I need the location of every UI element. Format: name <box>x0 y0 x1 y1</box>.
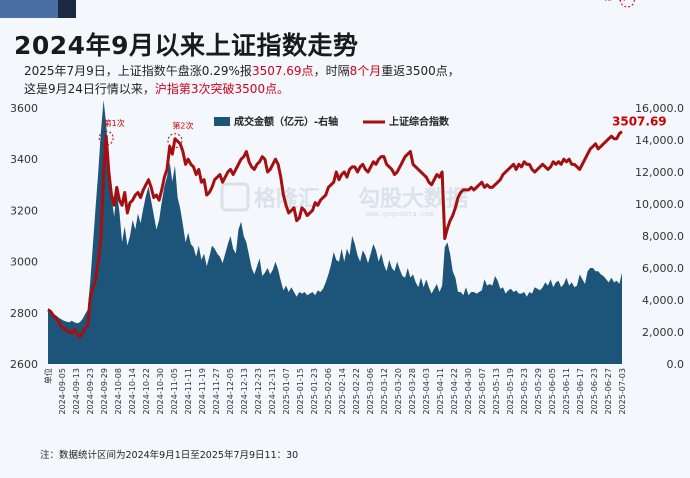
footnote: 注：数据统计区间为2024年9月1日至2025年7月9日11：30 <box>40 450 299 461</box>
x-tick-label: 2025-05-29 <box>534 368 543 415</box>
x-tick-label: 2025-05-19 <box>506 368 515 415</box>
x-tick-label: 2025-03-06 <box>366 368 375 415</box>
left-tick-label: 2800 <box>10 307 38 320</box>
x-tick-label: 2024-09-13 <box>72 368 81 415</box>
x-tick-label: 2025-06-17 <box>576 368 585 415</box>
x-tick-label: 2024-12-23 <box>254 368 263 415</box>
x-tick-label: 2024-09-23 <box>86 368 95 415</box>
subtitle-highlight: 沪指第3次突破3500点。 <box>154 82 290 96</box>
breakout-marker <box>167 133 183 149</box>
x-tick-label: 2025-02-22 <box>352 368 361 415</box>
index-line-layer <box>47 130 623 339</box>
x-tick-label: 2025-03-28 <box>408 368 417 415</box>
x-tick-label: 2025-01-15 <box>296 368 305 415</box>
right-tick-label: 6,000.0 <box>642 262 684 275</box>
x-tick-label: 2025-05-13 <box>492 368 501 415</box>
subtitle-line-2: 这是9月24日行情以来，沪指第3次突破3500点。 <box>24 80 289 97</box>
right-tick-label: 8,000.0 <box>642 230 684 243</box>
legend: 成交金额（亿元）-右轴 上证综合指数 <box>214 115 450 128</box>
x-tick-label: 2024-10-08 <box>114 368 123 415</box>
x-tick-label: 2025-01-23 <box>310 368 319 415</box>
x-tick-label: 2024-09-29 <box>100 368 109 415</box>
legend-swatch-turnover <box>214 117 230 126</box>
x-tick-label: 2025-05-07 <box>478 368 487 415</box>
x-tick-label: 2024-11-27 <box>212 368 221 415</box>
x-tick-label: 2025-04-03 <box>422 368 431 415</box>
subtitle-line-1-prefix: 2025年7月9日，上证指数午盘涨0.29%报 <box>24 64 252 78</box>
x-tick-label: 2025-07-03 <box>618 368 627 415</box>
x-tick-label: 单位 <box>43 368 53 384</box>
legend-label-index: 上证综合指数 <box>389 115 450 128</box>
watermark-layer: 格隆汇 勾股大数据 www.gogudata.com <box>220 182 468 218</box>
x-tick-label: 2025-02-06 <box>324 368 333 415</box>
x-tick-label: 2025-03-12 <box>380 368 389 415</box>
x-tick-label: 2024-12-31 <box>268 368 277 415</box>
index-line <box>47 130 623 339</box>
left-tick-label: 3400 <box>10 153 38 166</box>
x-tick-label: 2024-10-22 <box>142 368 151 415</box>
subtitle-line-1: 2025年7月9日，上证指数午盘涨0.29%报3507.69点，时隔8个月重返3… <box>24 62 460 79</box>
right-axis-ticks: 0.0 2,000.0 4,000.0 6,000.0 8,000.0 10,000.0 1… <box>635 102 684 371</box>
x-tick-label: 2024-10-14 <box>128 368 137 415</box>
turnover-area-layer <box>48 100 622 364</box>
left-tick-label: 3200 <box>10 204 38 217</box>
right-tick-label: 4,000.0 <box>642 294 684 307</box>
turnover-area <box>48 100 622 364</box>
x-tick-label: 2024-09-05 <box>58 368 67 415</box>
x-tick-label: 2024-12-13 <box>240 368 249 415</box>
x-tick-label: 2025-02-14 <box>338 368 347 415</box>
breakout-marker <box>98 130 114 146</box>
subtitle-line-1-suffix: 重返3500点， <box>381 64 460 78</box>
x-tick-label: 2025-03-20 <box>394 368 403 415</box>
left-tick-label: 2600 <box>10 358 38 371</box>
page-title: 2024年9月以来上证指数走势 <box>14 31 359 60</box>
x-tick-label: 2025-06-11 <box>562 368 571 415</box>
x-tick-label: 2025-05-23 <box>520 368 529 415</box>
right-tick-label: 16,000.0 <box>635 102 684 115</box>
left-tick-label: 3600 <box>10 102 38 115</box>
right-tick-label: 14,000.0 <box>635 134 684 147</box>
subtitle-price: 3507.69点 <box>251 64 314 78</box>
subtitle-period: 8个月 <box>349 64 382 78</box>
x-tick-label: 2025-04-22 <box>450 368 459 415</box>
x-axis-ticks: 单位 2024-09-05 2024-09-13 2024-09-23 2024-09-… <box>43 368 627 415</box>
x-tick-label: 2024-10-30 <box>156 368 165 415</box>
watermark-url: www.gogudata.com <box>366 210 433 218</box>
right-tick-label: 0.0 <box>667 358 685 371</box>
top-accent-block <box>58 0 76 18</box>
left-axis-ticks: 2600 2800 3000 3200 3400 3600 <box>10 102 38 371</box>
annotation-layer: 第1次 第2次 第3次 3507.69 <box>98 0 667 149</box>
x-tick-label: 2025-06-23 <box>590 368 599 415</box>
left-tick-label: 3000 <box>10 256 38 269</box>
x-tick-label: 2025-01-07 <box>282 368 291 415</box>
last-value-label: 3507.69 <box>612 115 667 129</box>
watermark-logo-icon <box>220 182 250 212</box>
right-tick-label: 12,000.0 <box>635 166 684 179</box>
x-tick-label: 2025-04-11 <box>436 368 445 415</box>
subtitle-line-1-mid: ，时隔 <box>313 64 350 78</box>
breakout-label: 第3次 <box>604 0 625 2</box>
right-tick-label: 10,000.0 <box>635 198 684 211</box>
right-tick-label: 2,000.0 <box>642 326 684 339</box>
breakout-label: 第2次 <box>172 121 193 131</box>
legend-label-turnover: 成交金额（亿元）-右轴 <box>234 115 338 128</box>
watermark-right: 勾股大数据 <box>358 186 468 212</box>
x-tick-label: 2025-06-27 <box>604 368 613 415</box>
x-tick-label: 2024-12-05 <box>226 368 235 415</box>
x-tick-label: 2024-11-05 <box>170 368 179 415</box>
breakout-label: 第1次 <box>104 118 125 128</box>
x-tick-label: 2024-11-11 <box>184 368 193 415</box>
top-accent-bar <box>0 0 58 18</box>
subtitle-line-2-prefix: 这是9月24日行情以来， <box>24 82 155 96</box>
x-tick-label: 2025-04-30 <box>464 368 473 415</box>
x-tick-label: 2024-11-19 <box>198 368 207 415</box>
x-tick-label: 2025-06-05 <box>548 368 557 415</box>
